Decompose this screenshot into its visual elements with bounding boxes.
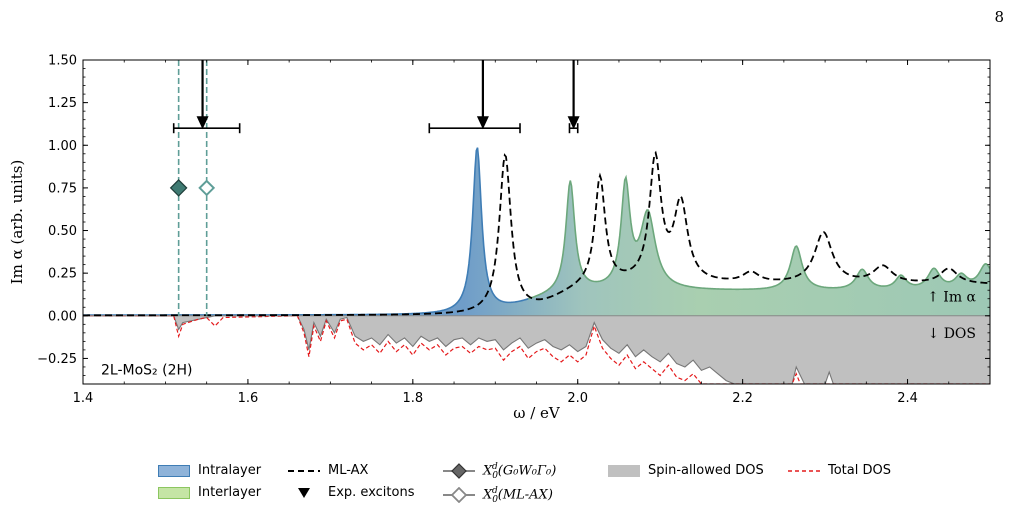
im-alpha-area xyxy=(83,147,990,316)
legend-swatch-intralayer xyxy=(158,465,190,477)
legend-x0-g0w0-sub: 0 xyxy=(492,470,498,481)
legend-item-spin-dos: Spin-allowed DOS xyxy=(608,462,764,480)
y-axis-label: Im α (arb. units) xyxy=(8,160,26,285)
y-tick-label: 0.50 xyxy=(48,224,77,239)
y-tick-label: 1.50 xyxy=(48,54,77,69)
im-alpha-annotation: ↑ Im α xyxy=(927,290,976,306)
legend-x0-g0w0-sup: d xyxy=(492,461,498,472)
y-tick-label: 0.25 xyxy=(48,267,77,282)
x0-g0w0-marker xyxy=(169,179,188,197)
plot-area xyxy=(83,60,990,384)
legend: Intralayer Interlayer ML-AX Exp. exciton… xyxy=(158,458,938,508)
legend-x0-mlax-arg: (ML-AX) xyxy=(497,486,553,502)
legend-label-total-dos: Total DOS xyxy=(828,463,891,478)
legend-x0-g0w0-base: X xyxy=(483,462,493,478)
legend-label-x0-g0w0: X0d(G₀W₀Γ₀) xyxy=(483,458,556,485)
system-label: 2L-MoS₂ (2H) xyxy=(101,362,192,378)
legend-item-x0-mlax: X0d(ML-AX) xyxy=(443,486,553,504)
interlayer-line xyxy=(528,174,990,300)
x-tick-label: 2.0 xyxy=(567,391,588,406)
legend-swatch-ml-ax xyxy=(288,470,320,472)
exp-exciton-arrow-head xyxy=(196,116,209,130)
legend-swatch-interlayer xyxy=(158,487,190,499)
dielectric-response-chart: 1.4 1.6 1.8 2.0 2.2 2.4 −0.25 0.00 0.25 0.50 0.75 1… xyxy=(8,54,991,422)
legend-label-ml-ax: ML-AX xyxy=(328,463,369,478)
intralayer-line xyxy=(83,147,529,316)
spin-allowed-dos-area xyxy=(83,315,990,384)
legend-swatch-spin-dos xyxy=(608,465,640,477)
legend-item-ml-ax: ML-AX xyxy=(288,462,368,480)
y-tick-label: 1.25 xyxy=(48,96,77,111)
dos-annotation: ↓ DOS xyxy=(928,326,976,342)
ml-ax-line xyxy=(83,150,990,317)
legend-label-interlayer: Interlayer xyxy=(198,485,262,500)
legend-x0-mlax-sub: 0 xyxy=(492,494,498,505)
x-axis-label: ω / eV xyxy=(513,404,561,422)
y-tick-label: −0.25 xyxy=(37,352,77,367)
x0-mlax-marker xyxy=(198,179,216,197)
diamond-outline-icon xyxy=(443,487,475,503)
legend-x0-g0w0-arg: (G₀W₀Γ₀) xyxy=(497,462,557,478)
y-tick-label: 0.75 xyxy=(48,181,77,196)
legend-item-total-dos: Total DOS xyxy=(788,462,891,480)
triangle-down-icon xyxy=(298,488,310,498)
x-tick-label: 1.6 xyxy=(238,391,259,406)
legend-item-intralayer: Intralayer xyxy=(158,462,261,480)
exp-exciton-arrow-head xyxy=(567,116,580,130)
legend-label-intralayer: Intralayer xyxy=(198,463,262,478)
legend-x0-mlax-base: X xyxy=(483,486,493,502)
diamond-filled-icon xyxy=(443,463,475,479)
legend-swatch-total-dos xyxy=(788,470,820,472)
exp-exciton-arrow-head xyxy=(476,116,489,130)
total-dos-line xyxy=(83,315,990,384)
legend-label-exp-excitons: Exp. excitons xyxy=(328,485,415,500)
legend-x0-mlax-sup: d xyxy=(492,485,498,496)
page-number: 8 xyxy=(994,8,1004,26)
x-tick-label: 2.2 xyxy=(732,391,753,406)
legend-item-interlayer: Interlayer xyxy=(158,484,261,502)
y-tick-label: 0.00 xyxy=(48,309,77,324)
spin-allowed-dos-line xyxy=(83,315,990,384)
x-tick-label: 2.4 xyxy=(897,391,918,406)
x-tick-label: 1.8 xyxy=(402,391,423,406)
legend-item-x0-g0w0: X0d(G₀W₀Γ₀) xyxy=(443,462,556,480)
legend-label-x0-mlax: X0d(ML-AX) xyxy=(483,482,553,509)
x-tick-label: 1.4 xyxy=(73,391,94,406)
legend-label-spin-dos: Spin-allowed DOS xyxy=(648,463,764,478)
legend-item-exp-excitons: Exp. excitons xyxy=(288,484,414,502)
y-tick-label: 1.00 xyxy=(48,139,77,154)
